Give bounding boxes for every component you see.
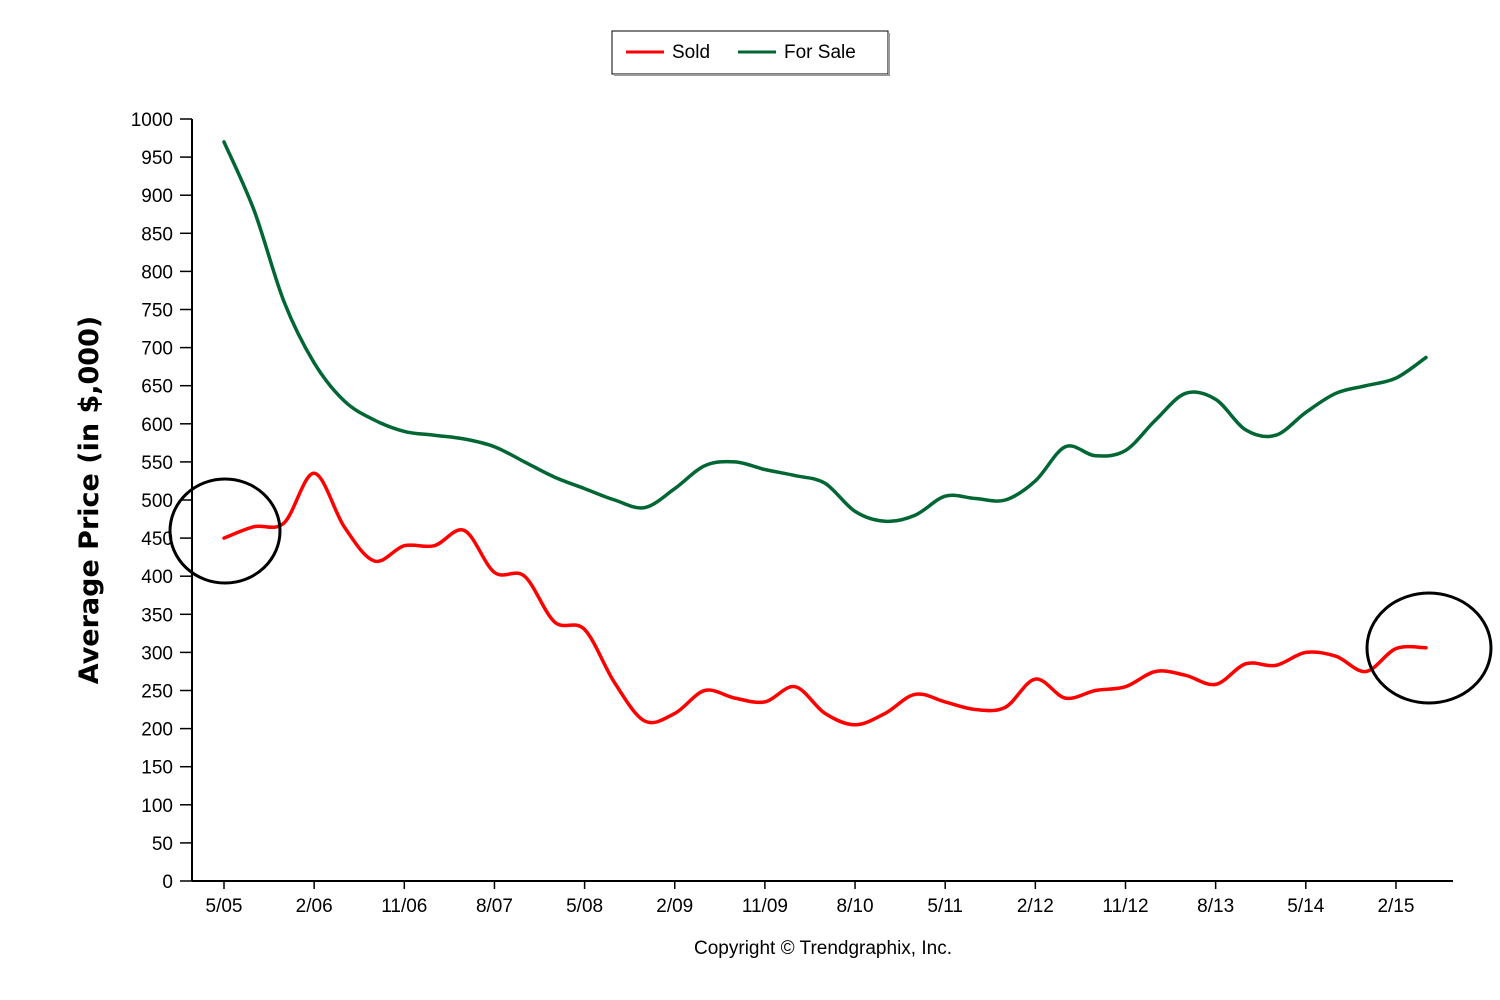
y-tick-label: 800 [141, 262, 173, 283]
x-tick-label: 8/10 [837, 896, 874, 917]
y-tick-label: 450 [141, 529, 173, 550]
copyright-note: Copyright © Trendgraphix, Inc. [694, 938, 952, 959]
x-tick-label: 5/05 [206, 896, 243, 917]
y-tick-label: 400 [141, 567, 173, 588]
x-tick-label: 5/11 [927, 896, 963, 917]
x-tick-label: 5/08 [566, 896, 603, 917]
highlight-circle-end [1365, 591, 1493, 705]
y-tick-label: 950 [141, 148, 173, 169]
series-layer [222, 140, 1428, 727]
y-tick-label: 100 [141, 796, 173, 817]
series-sold [222, 471, 1428, 727]
y-tick-label: 1000 [131, 110, 173, 131]
x-tick-label: 5/14 [1287, 896, 1324, 917]
highlight-circle-start [168, 477, 282, 585]
x-tick-label: 11/06 [381, 896, 427, 917]
y-tick-label: 900 [141, 186, 173, 207]
legend: Sold For Sale [611, 30, 890, 76]
x-tick-label: 2/15 [1377, 896, 1414, 917]
x-tick-label: 11/09 [742, 896, 788, 917]
x-tick-label: 8/13 [1197, 896, 1234, 917]
y-tick-label: 700 [141, 339, 173, 360]
y-tick-label: 150 [141, 758, 173, 779]
legend-label-for-sale: For Sale [784, 42, 856, 63]
series-for-sale [222, 140, 1428, 524]
y-tick-label: 850 [141, 224, 173, 245]
y-axis: 0 50 100 150 200 250 300 350 400 450 500 550 600 650 7… [131, 110, 193, 893]
y-tick-label: 50 [152, 834, 173, 855]
y-tick-label: 200 [141, 720, 173, 741]
series-line-sold [222, 471, 1428, 727]
legend-label-sold: Sold [672, 42, 710, 63]
x-axis: 5/05 2/06 11/06 8/07 5/08 2/09 11/09 8/10 5/11 2/… [192, 880, 1453, 917]
y-tick-label: 500 [141, 491, 173, 512]
y-tick-label: 350 [141, 605, 173, 626]
x-tick-label: 2/06 [296, 896, 333, 917]
y-tick-label: 750 [141, 301, 173, 322]
x-tick-label: 2/09 [656, 896, 693, 917]
x-tick-label: 11/12 [1102, 896, 1148, 917]
x-tick-label: 8/07 [476, 896, 513, 917]
x-tick-label: 2/12 [1017, 896, 1054, 917]
y-tick-label: 250 [141, 682, 173, 703]
y-tick-label: 550 [141, 453, 173, 474]
y-axis-title: Average Price (in $,000) [74, 316, 105, 684]
y-tick-label: 300 [141, 643, 173, 664]
y-tick-label: 600 [141, 415, 173, 436]
y-tick-label: 0 [162, 872, 173, 893]
y-tick-label: 650 [141, 377, 173, 398]
series-line-for-sale [222, 140, 1428, 524]
